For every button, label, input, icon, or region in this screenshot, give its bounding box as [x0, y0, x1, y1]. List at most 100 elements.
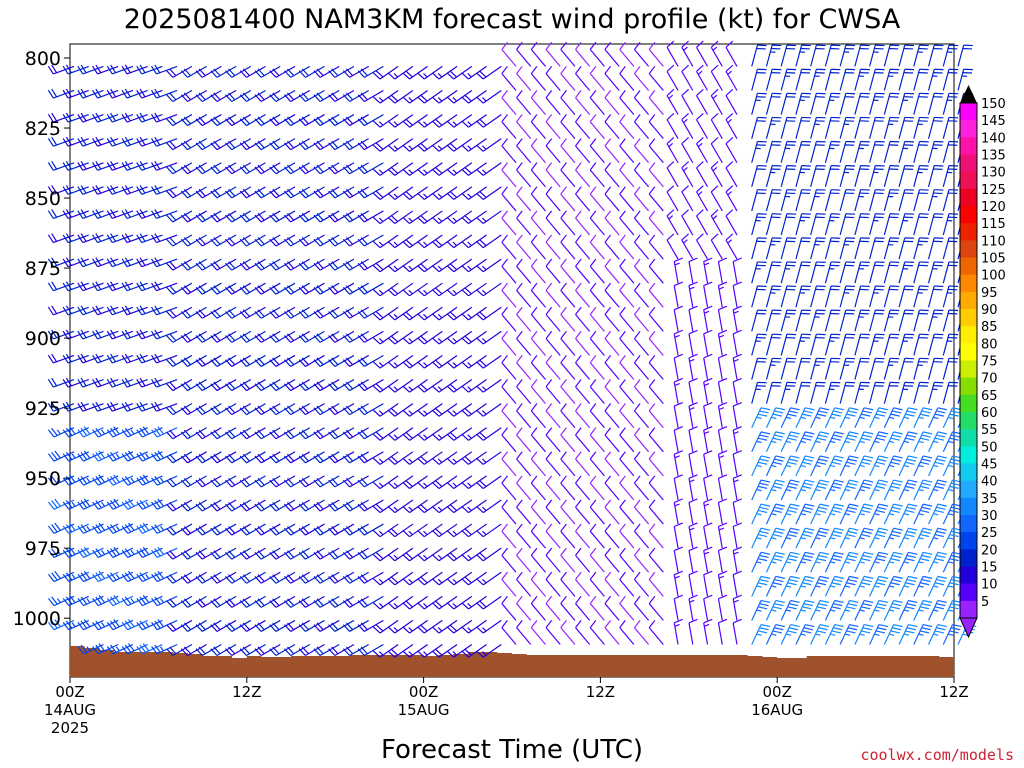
barb-staff: [482, 644, 502, 658]
barb-staff: [810, 141, 817, 163]
wind-barb: [780, 357, 797, 380]
barb-staff: [810, 213, 817, 236]
barb-feather: [239, 238, 247, 247]
wind-barb: [765, 381, 782, 404]
barb-staff: [468, 282, 487, 297]
barb-half-feather: [815, 416, 821, 420]
wind-barb: [195, 210, 222, 223]
barb-feather: [788, 578, 799, 583]
barb-feather: [718, 570, 728, 576]
wind-barb: [530, 258, 546, 284]
wind-barb: [530, 41, 546, 67]
barb-staff: [394, 547, 414, 562]
barb-half-feather: [771, 585, 777, 588]
wind-barb: [166, 499, 193, 512]
barb-feather: [313, 407, 321, 416]
barb-staff: [501, 265, 517, 284]
barb-feather: [80, 305, 87, 314]
barb-feather: [357, 407, 365, 416]
barb-feather: [136, 646, 143, 655]
wind-barb: [824, 237, 841, 260]
wind-barb: [461, 234, 487, 249]
barb-half-feather: [771, 609, 777, 612]
wind-barb: [298, 595, 325, 608]
wind-barb: [77, 329, 104, 340]
barb-staff: [619, 579, 635, 597]
barb-staff: [453, 499, 473, 514]
wind-barb: [619, 547, 635, 573]
wind-barb: [648, 282, 664, 308]
barb-staff: [648, 579, 664, 597]
barb-staff: [53, 258, 75, 268]
barb-feather: [545, 114, 553, 123]
barb-feather: [390, 648, 399, 656]
barb-staff: [501, 314, 517, 332]
wind-barb: [210, 451, 237, 464]
barb-half-feather: [733, 358, 739, 362]
wind-barb: [765, 116, 782, 139]
wind-barb: [751, 623, 771, 645]
barb-feather: [345, 405, 354, 414]
barb-half-feather: [130, 550, 135, 555]
wind-barb: [461, 210, 487, 225]
barb-staff: [453, 619, 473, 634]
wind-barb: [313, 451, 340, 464]
barb-feather: [666, 88, 675, 96]
barb-feather: [775, 503, 785, 507]
wind-barb: [795, 140, 811, 163]
barb-feather: [357, 503, 365, 512]
barb-staff: [379, 571, 399, 586]
barb-half-feather: [785, 609, 792, 612]
barb-feather: [47, 597, 55, 606]
barb-feather: [478, 359, 487, 367]
barb-staff: [673, 550, 679, 573]
wind-barb: [633, 114, 650, 140]
wind-barb: [239, 499, 266, 512]
wind-barb: [780, 407, 800, 428]
barb-half-feather: [815, 585, 821, 588]
barb-staff: [394, 234, 414, 249]
wind-barb: [648, 138, 664, 164]
wind-barb: [313, 138, 340, 151]
wind-barb: [751, 164, 767, 187]
wind-barb: [402, 619, 428, 634]
barb-feather: [169, 357, 177, 366]
wind-barb: [180, 619, 207, 632]
wind-barb: [545, 427, 561, 453]
barb-feather: [560, 475, 567, 484]
wind-barb: [402, 138, 428, 152]
barb-feather: [228, 598, 236, 606]
barb-half-feather: [437, 434, 443, 439]
barb-feather: [604, 138, 612, 147]
wind-barb: [648, 210, 664, 236]
wind-barb: [313, 354, 340, 367]
wind-barb: [372, 114, 399, 128]
barb-staff: [482, 65, 502, 80]
barb-staff: [666, 47, 679, 67]
barb-feather: [545, 355, 553, 364]
barb-staff: [732, 333, 738, 356]
wind-barb: [751, 431, 771, 453]
wind-barb: [765, 357, 782, 380]
barb-feather: [501, 330, 508, 339]
barb-half-feather: [378, 362, 384, 367]
wind-barb: [633, 355, 650, 380]
wind-barb: [313, 523, 340, 536]
barb-feather: [254, 551, 262, 560]
barb-staff: [53, 282, 75, 292]
wind-barb: [824, 164, 841, 187]
wind-barb: [501, 306, 517, 332]
barb-staff: [97, 306, 119, 316]
barb-feather: [402, 313, 410, 321]
barb-staff: [648, 169, 664, 188]
barb-staff: [688, 405, 694, 428]
barb-feather: [287, 526, 295, 534]
barb-staff: [53, 451, 75, 462]
barb-feather: [805, 407, 815, 411]
barb-feather: [342, 142, 351, 151]
barb-half-feather: [733, 310, 739, 314]
wind-barb: [92, 499, 119, 510]
barb-feather: [560, 451, 567, 460]
wind-barb: [516, 379, 532, 405]
barb-feather: [228, 92, 236, 101]
